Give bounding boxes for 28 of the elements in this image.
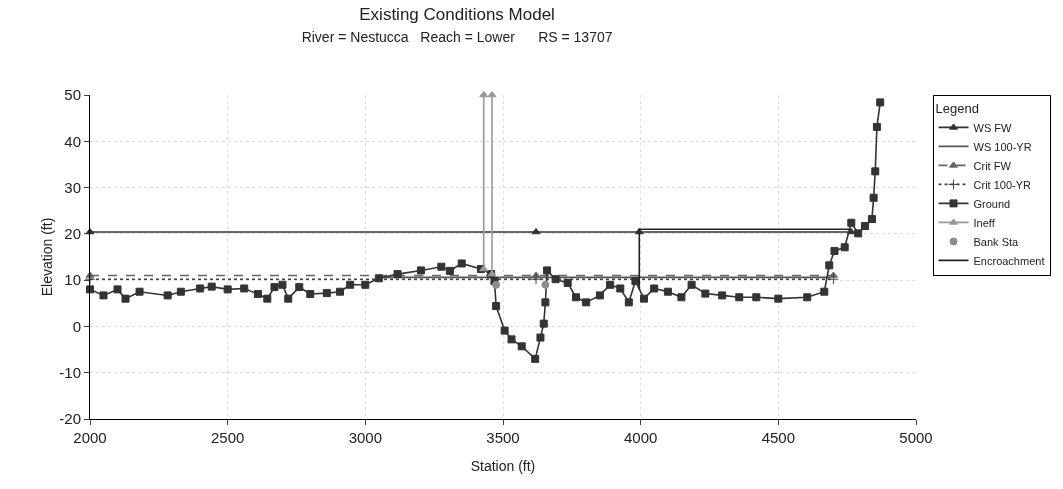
chart-title: Existing Conditions Model [359, 4, 555, 24]
legend-label: Ground [973, 197, 1011, 210]
y-tick-label: 30 [64, 178, 81, 196]
x-tick-label: 3500 [486, 429, 520, 446]
x-tick-label: 2500 [210, 429, 245, 446]
chart-subtitle: River = Nestucca Reach = Lower RS = 13707 [301, 28, 613, 45]
x-tick-label: 2000 [73, 429, 107, 446]
y-tick-label: 0 [72, 317, 81, 335]
legend-label: Crit 100-YR [973, 178, 1032, 191]
y-tick-label: 50 [64, 86, 81, 104]
y-tick-label: -20 [59, 410, 81, 428]
x-tick-label: 3000 [348, 429, 383, 446]
x-tick-label: 5000 [899, 429, 933, 446]
y-tick-label: 20 [64, 225, 81, 243]
legend-label: Encroachment [973, 254, 1045, 267]
legend-label: Ineff [973, 216, 996, 229]
y-tick-label: -10 [59, 363, 81, 381]
x-tick-label: 4500 [761, 429, 796, 446]
legend-label: WS FW [973, 121, 1013, 134]
y-axis-title: Elevation (ft) [39, 217, 55, 297]
legend-label: Bank Sta [973, 235, 1020, 248]
legend-title: Legend [935, 100, 979, 116]
y-tick-label: 10 [64, 271, 81, 289]
legend-label: WS 100-YR [973, 140, 1032, 153]
x-tick-label: 4000 [623, 429, 658, 446]
x-axis-title: Station (ft) [470, 458, 536, 474]
legend-label: Crit FW [973, 159, 1012, 172]
y-tick-label: 40 [64, 132, 81, 150]
